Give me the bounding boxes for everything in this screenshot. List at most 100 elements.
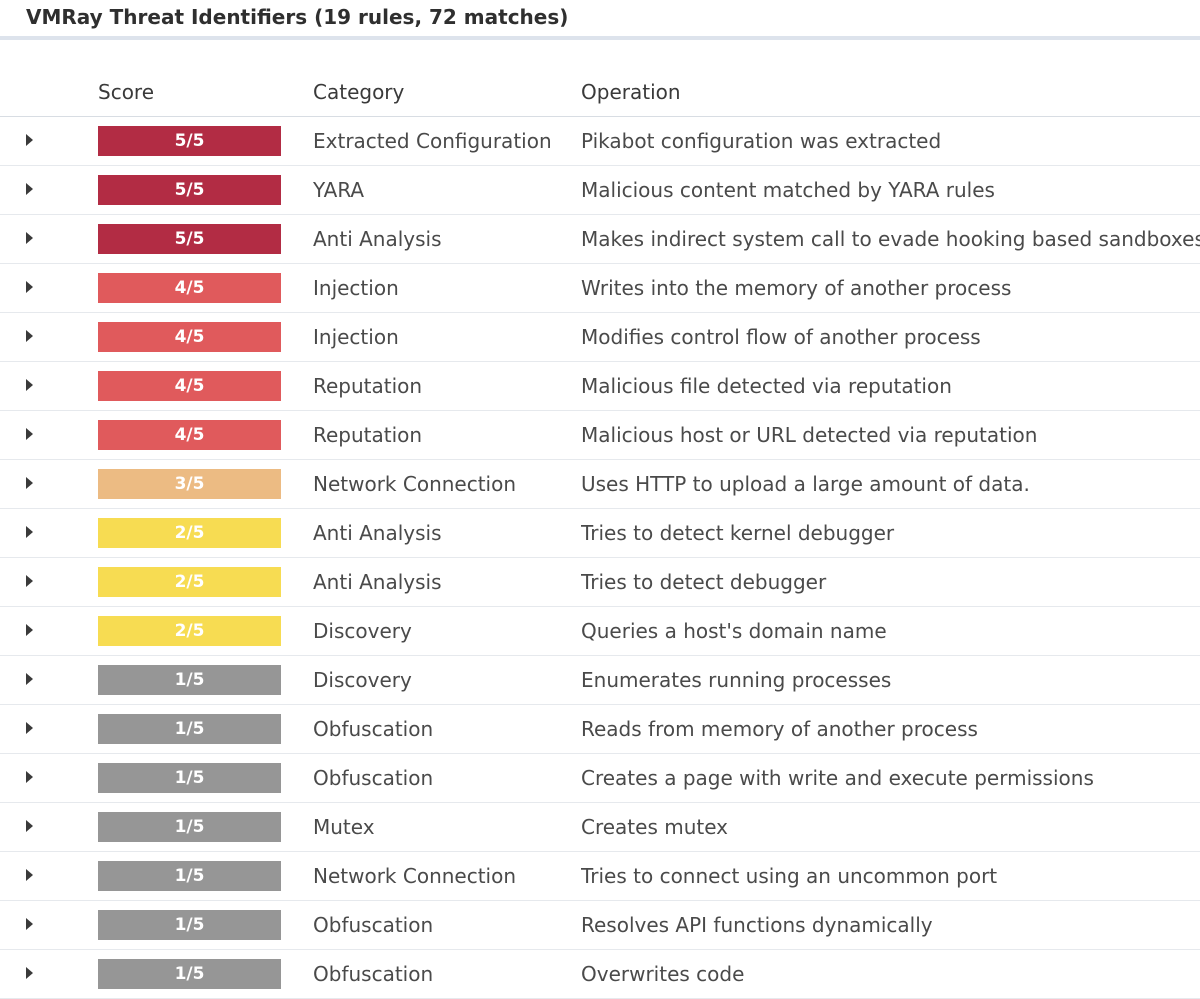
expand-cell (0, 410, 98, 460)
table-row[interactable]: 2/5 Discovery Queries a host's domain name (0, 606, 1200, 656)
table-row[interactable]: 1/5 Obfuscation Overwrites code (0, 949, 1200, 999)
operation-cell: Makes indirect system call to evade hook… (581, 214, 1200, 264)
category-cell: Reputation (313, 361, 581, 411)
expand-column-header (0, 68, 98, 117)
score-badge: 4/5 (98, 371, 281, 401)
score-cell: 3/5 (98, 459, 313, 509)
operation-cell: Queries a host's domain name (581, 606, 1200, 656)
table-row[interactable]: 1/5 Discovery Enumerates running processes (0, 655, 1200, 705)
expand-row-button[interactable] (0, 264, 98, 312)
operation-cell: Tries to detect kernel debugger (581, 508, 1200, 558)
category-column-header[interactable]: Category (313, 68, 581, 117)
score-badge: 1/5 (98, 665, 281, 695)
operation-cell: Resolves API functions dynamically (581, 900, 1200, 950)
expand-cell (0, 753, 98, 803)
caret-right-icon (26, 918, 33, 930)
score-cell: 2/5 (98, 606, 313, 656)
caret-right-icon (26, 330, 33, 342)
category-cell: Obfuscation (313, 900, 581, 950)
expand-row-button[interactable] (0, 117, 98, 165)
expand-cell (0, 214, 98, 264)
expand-cell (0, 949, 98, 999)
category-cell: Anti Analysis (313, 214, 581, 264)
expand-cell (0, 655, 98, 705)
category-cell: Mutex (313, 802, 581, 852)
expand-cell (0, 704, 98, 754)
table-row[interactable]: 5/5 Extracted Configuration Pikabot config… (0, 116, 1200, 166)
expand-row-button[interactable] (0, 607, 98, 655)
category-cell: Anti Analysis (313, 508, 581, 558)
score-cell: 2/5 (98, 508, 313, 558)
operation-column-header[interactable]: Operation (581, 68, 1200, 117)
score-badge: 4/5 (98, 322, 281, 352)
score-cell: 1/5 (98, 655, 313, 705)
score-cell: 5/5 (98, 116, 313, 166)
caret-right-icon (26, 526, 33, 538)
expand-cell (0, 900, 98, 950)
expand-cell (0, 606, 98, 656)
score-cell: 1/5 (98, 851, 313, 901)
score-badge: 4/5 (98, 273, 281, 303)
table-row[interactable]: 1/5 Obfuscation Resolves API functions dyn… (0, 900, 1200, 950)
expand-row-button[interactable] (0, 754, 98, 802)
score-badge: 1/5 (98, 910, 281, 940)
caret-right-icon (26, 379, 33, 391)
expand-row-button[interactable] (0, 656, 98, 704)
expand-row-button[interactable] (0, 362, 98, 410)
expand-row-button[interactable] (0, 901, 98, 949)
category-cell: YARA (313, 165, 581, 215)
table-body: 5/5 Extracted Configuration Pikabot config… (0, 116, 1200, 999)
table-row[interactable]: 3/5 Network Connection Uses HTTP to upload… (0, 459, 1200, 509)
score-cell: 4/5 (98, 361, 313, 411)
operation-cell: Creates a page with write and execute pe… (581, 753, 1200, 803)
table-row[interactable]: 4/5 Injection Modifies control flow of ano… (0, 312, 1200, 362)
operation-cell: Reads from memory of another process (581, 704, 1200, 754)
table-row[interactable]: 5/5 YARA Malicious content matched by YARA… (0, 165, 1200, 215)
score-badge: 1/5 (98, 812, 281, 842)
category-cell: Network Connection (313, 851, 581, 901)
table-row[interactable]: 1/5 Mutex Creates mutex (0, 802, 1200, 852)
table-row[interactable]: 5/5 Anti Analysis Makes indirect system ca… (0, 214, 1200, 264)
threat-identifiers-table: Score Category Operation 5/5 Extracted Co… (0, 68, 1200, 999)
table-row[interactable]: 2/5 Anti Analysis Tries to detect kernel d… (0, 508, 1200, 558)
score-cell: 4/5 (98, 312, 313, 362)
score-badge: 3/5 (98, 469, 281, 499)
expand-cell (0, 459, 98, 509)
operation-cell: Creates mutex (581, 802, 1200, 852)
table-row[interactable]: 1/5 Obfuscation Reads from memory of anoth… (0, 704, 1200, 754)
operation-cell: Tries to detect debugger (581, 557, 1200, 607)
operation-cell: Malicious host or URL detected via reput… (581, 410, 1200, 460)
score-badge: 2/5 (98, 518, 281, 548)
expand-row-button[interactable] (0, 313, 98, 361)
expand-row-button[interactable] (0, 215, 98, 263)
score-cell: 5/5 (98, 165, 313, 215)
expand-cell (0, 557, 98, 607)
panel-title: VMRay Threat Identifiers (19 rules, 72 m… (26, 5, 569, 29)
table-row[interactable]: 2/5 Anti Analysis Tries to detect debugger (0, 557, 1200, 607)
table-row[interactable]: 4/5 Reputation Malicious file detected via… (0, 361, 1200, 411)
category-cell: Discovery (313, 655, 581, 705)
score-badge: 1/5 (98, 959, 281, 989)
caret-right-icon (26, 820, 33, 832)
caret-right-icon (26, 134, 33, 146)
table-row[interactable]: 1/5 Obfuscation Creates a page with write … (0, 753, 1200, 803)
score-cell: 1/5 (98, 949, 313, 999)
caret-right-icon (26, 232, 33, 244)
score-cell: 1/5 (98, 802, 313, 852)
expand-row-button[interactable] (0, 558, 98, 606)
score-badge: 5/5 (98, 175, 281, 205)
category-cell: Obfuscation (313, 704, 581, 754)
table-row[interactable]: 4/5 Reputation Malicious host or URL detec… (0, 410, 1200, 460)
table-row[interactable]: 1/5 Network Connection Tries to connect us… (0, 851, 1200, 901)
expand-row-button[interactable] (0, 705, 98, 753)
expand-row-button[interactable] (0, 460, 98, 508)
expand-row-button[interactable] (0, 803, 98, 851)
score-column-header[interactable]: Score (98, 68, 313, 117)
expand-row-button[interactable] (0, 852, 98, 900)
expand-row-button[interactable] (0, 166, 98, 214)
score-badge: 1/5 (98, 861, 281, 891)
expand-row-button[interactable] (0, 411, 98, 459)
table-row[interactable]: 4/5 Injection Writes into the memory of an… (0, 263, 1200, 313)
expand-row-button[interactable] (0, 509, 98, 557)
expand-row-button[interactable] (0, 950, 98, 998)
